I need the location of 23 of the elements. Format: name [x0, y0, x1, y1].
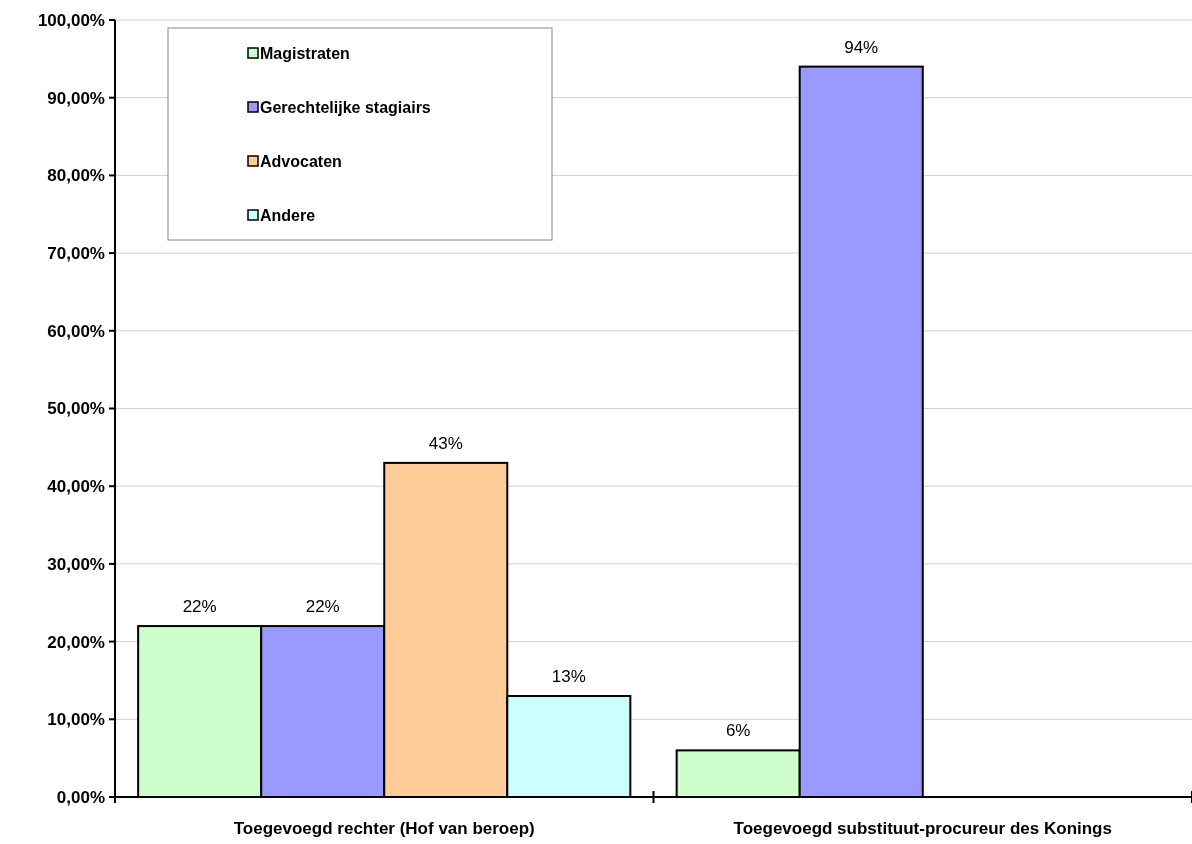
y-tick-label: 50,00%: [47, 399, 105, 419]
legend-label: Magistraten: [260, 44, 350, 62]
y-tick-label: 0,00%: [56, 787, 105, 807]
data-label: 22%: [305, 597, 340, 617]
x-tick-label: Toegevoegd substituut-procureur des Konings: [733, 819, 1112, 838]
y-tick-label: 100,00%: [37, 10, 105, 30]
legend-label: Gerechtelijke stagiairs: [260, 98, 431, 116]
y-tick-label: 80,00%: [47, 166, 105, 186]
legend-label: Advocaten: [260, 152, 342, 170]
data-label: 6%: [725, 721, 751, 741]
data-label: 94%: [844, 37, 879, 57]
data-label: 22%: [182, 597, 217, 617]
y-tick-label: 10,00%: [47, 710, 105, 730]
y-tick-label: 70,00%: [47, 244, 105, 264]
y-tick-label: 30,00%: [47, 554, 105, 574]
legend-label: Andere: [260, 206, 316, 224]
y-tick-label: 90,00%: [47, 88, 105, 108]
y-tick-label: 60,00%: [47, 321, 105, 341]
x-tick-label: Toegevoegd rechter (Hof van beroep): [233, 819, 535, 838]
data-label: 13%: [551, 666, 586, 686]
y-tick-label: 40,00%: [47, 477, 105, 497]
y-tick-label: 20,00%: [47, 632, 105, 652]
data-label: 43%: [428, 433, 463, 453]
